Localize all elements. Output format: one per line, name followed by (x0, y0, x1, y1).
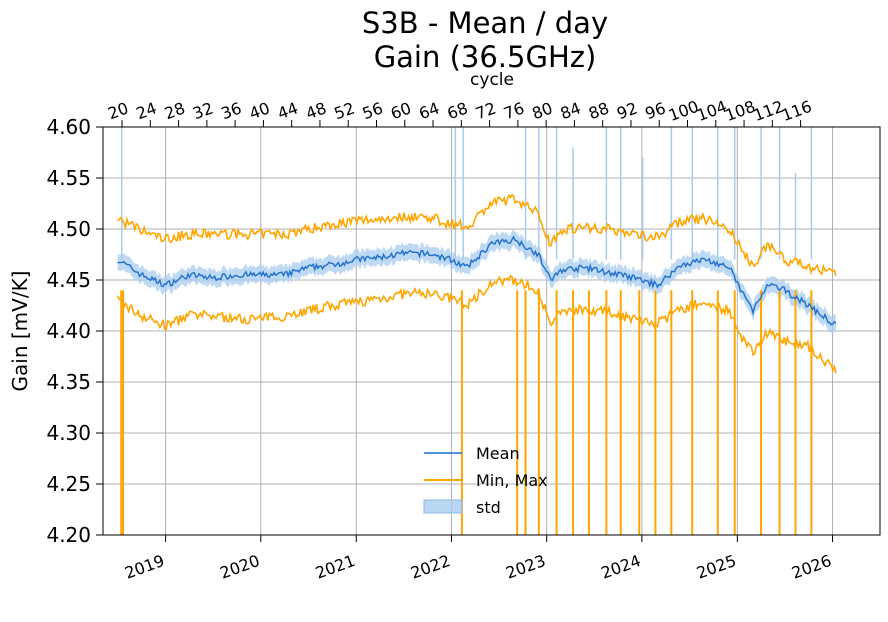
cycle-tick-label: 40 (247, 98, 273, 123)
legend-label-mean: Mean (476, 444, 520, 463)
cycle-tick-label: 20 (105, 98, 131, 123)
cycle-tick-label: 24 (134, 98, 160, 123)
y-tick-label: 4.50 (46, 217, 91, 241)
cycle-tick-label: 92 (614, 98, 640, 123)
max-line (117, 193, 837, 276)
x-tick-label: 2026 (789, 551, 834, 583)
y-tick-label: 4.55 (46, 166, 91, 190)
y-tick-label: 4.40 (46, 319, 91, 343)
y-tick-label: 4.30 (46, 421, 91, 445)
mean-line (117, 235, 837, 326)
legend: Mean Min, Max std (423, 444, 548, 517)
y-axis-label: Gain [mV/K] (8, 271, 32, 392)
cycle-tick-label: 36 (218, 98, 244, 123)
cycle-tick-label: 32 (190, 98, 216, 123)
x-tick-label: 2021 (313, 551, 358, 583)
y-tick-label: 4.35 (46, 370, 91, 394)
plot-area (116, 127, 837, 535)
legend-swatch-std (423, 499, 463, 514)
chart-subtitle: Gain (36.5GHz) (373, 40, 597, 74)
cycle-tick-label: 72 (473, 98, 499, 123)
cycle-tick-label: 88 (586, 98, 612, 123)
top-axis-label: cycle (470, 70, 514, 90)
x-tick-label: 2023 (503, 551, 548, 583)
legend-label-std: std (476, 498, 501, 517)
min-line (116, 274, 837, 374)
x-tick-label: 2025 (694, 551, 739, 583)
cycle-tick-label: 84 (558, 98, 584, 123)
cycle-tick-label: 48 (303, 98, 329, 123)
y-tick-label: 4.60 (46, 115, 91, 139)
legend-label-minmax: Min, Max (476, 471, 548, 490)
cycle-tick-label: 116 (779, 97, 814, 125)
cycle-tick-label: 60 (388, 98, 414, 123)
x-tick-label: 2019 (122, 551, 167, 583)
cycle-tick-label: 96 (643, 98, 669, 123)
x-tick-label: 2020 (217, 551, 262, 583)
cycle-tick-label: 80 (529, 98, 555, 123)
y-tick-label: 4.45 (46, 268, 91, 292)
cycle-tick-label: 44 (275, 98, 301, 123)
std-band (117, 228, 836, 333)
x-tick-label: 2024 (598, 551, 643, 583)
cycle-tick-label: 64 (416, 98, 442, 123)
chart-title: S3B - Mean / day (361, 6, 609, 40)
y-tick-label: 4.25 (46, 472, 91, 496)
cycle-tick-label: 28 (162, 98, 188, 123)
cycle-tick-label: 68 (445, 98, 471, 123)
x-tick-label: 2022 (408, 551, 453, 583)
cycle-tick-label: 56 (360, 98, 386, 123)
y-tick-label: 4.20 (46, 523, 91, 547)
cycle-tick-label: 76 (501, 98, 527, 123)
cycle-tick-label: 52 (332, 98, 358, 123)
